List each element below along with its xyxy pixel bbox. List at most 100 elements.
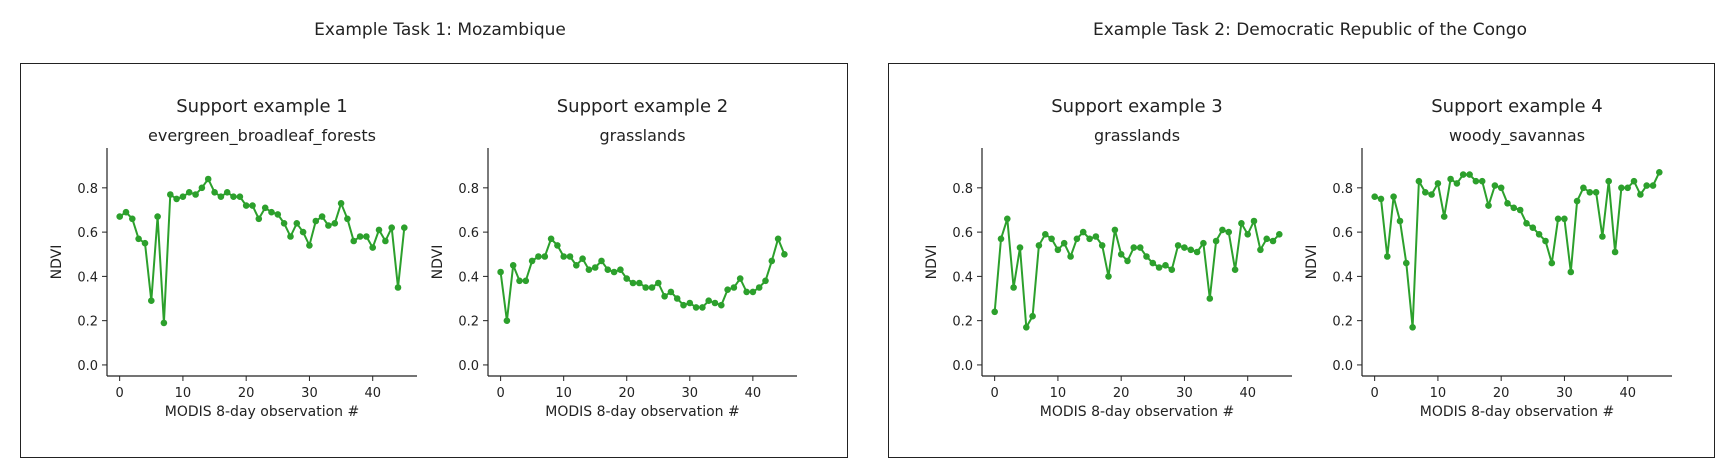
chart-1-x-tick-label: 20 [238,386,255,401]
chart-4-point [1403,259,1410,267]
chart-4-point [1554,215,1562,223]
chart-4-point [1592,189,1600,196]
chart-1-y-tick-label: 0.8 [77,182,98,197]
chart-2-point [516,277,523,285]
chart-3-x-tick-label: 40 [1239,386,1256,401]
chart-1-x-tick-label: 10 [175,386,192,401]
chart-2-series-line [499,235,786,321]
chart-2-point [718,301,725,309]
chart-1-point [122,208,130,216]
chart-2-point [724,286,731,294]
chart-1-point [388,224,396,231]
chart-1-series-line [119,177,406,323]
chart-3-point [1276,231,1283,238]
chart-3-point [1067,253,1074,260]
chart-3-point [1162,262,1169,269]
chart-2-point [762,277,769,285]
chart-3-point [1124,257,1131,265]
chart-2-point [610,268,618,276]
chart-1-point [167,191,174,198]
chart-4-point [1428,191,1435,198]
chart-1-y-tick-label: 0.2 [77,315,98,330]
chart-2-title: Support example 2 [557,96,729,117]
chart-4-x-tick-label: 0 [1371,386,1379,401]
chart-3-point [1098,242,1106,249]
chart-1-point [280,220,288,227]
chart-4-point [1586,189,1594,196]
chart-2-x-label: MODIS 8-day observation # [545,404,739,420]
chart-2-point [686,299,694,307]
chart-1-point [154,213,161,220]
chart-2-point [755,284,763,291]
chart-1-x-label: MODIS 8-day observation # [165,404,359,420]
chart-1-x-tick-label: 40 [364,386,381,401]
chart-2-point [667,288,675,296]
chart-2-x-tick-label: 10 [555,386,572,401]
chart-3-point [1136,244,1144,251]
chart-2-y-tick-label: 0.8 [458,182,479,197]
chart-1-point [369,244,377,251]
chart-1-point [192,191,199,198]
chart-4-y-tick-label: 0.6 [1332,226,1353,241]
chart-4-point [1535,231,1543,238]
chart-4-point [1472,177,1480,185]
chart-1-point [274,211,282,218]
chart-3-point [1035,242,1043,249]
chart-3-point [1079,228,1087,236]
chart-4-point [1497,184,1505,192]
chart-3-point [1073,235,1081,243]
chart-3-point [1042,231,1049,238]
task-1-title: Example Task 1: Mozambique [314,20,566,40]
chart-3-point [1149,259,1157,267]
chart-2-x-tick-label: 0 [496,386,504,401]
chart-2-point [636,279,643,287]
chart-1-point [350,237,358,245]
chart-2-y-tick-label: 0.6 [458,226,479,241]
chart-3-point [1048,235,1055,243]
chart-1-subtitle: evergreen_broadleaf_forests [148,126,376,146]
chart-2-point [503,317,511,325]
chart-2-y-tick-label: 0.4 [458,270,479,285]
chart-4-point [1523,220,1530,227]
chart-4-point [1485,202,1492,209]
chart-4-point [1396,217,1404,225]
chart-1-point [299,228,307,236]
chart-4-y-tick-label: 0.2 [1332,315,1353,330]
chart-2-point [781,251,788,258]
chart-3-point [1155,264,1163,271]
chart-3-point [991,308,998,316]
chart-1-point [204,175,212,183]
chart-1-point [236,193,244,200]
chart-3-point [1174,242,1182,249]
chart-2-point [743,288,750,296]
chart-2-point [560,253,567,260]
chart-2-point [768,257,776,265]
chart-3-point [1263,235,1270,243]
chart-2-point [535,253,542,260]
chart-4-point [1643,182,1650,189]
chart-4-point [1548,259,1556,267]
chart-2-point [661,293,668,300]
chart-3-point [1117,251,1125,258]
chart-4-point [1390,193,1397,200]
chart-2-point [566,253,574,260]
chart-3-point [1060,239,1068,247]
chart-4-point [1434,180,1442,187]
chart-1-title: Support example 1 [176,96,348,117]
chart-2-x-tick-label: 30 [682,386,699,401]
chart-4-point [1409,324,1416,331]
chart-2-subtitle: grasslands [599,126,685,145]
chart-4-y-tick-label: 0.8 [1332,182,1353,197]
chart-1-point [141,239,149,247]
chart-4-point [1605,177,1612,185]
chart-3-point [1016,244,1024,251]
chart-4-point [1371,193,1378,200]
chart-3-point [1244,231,1251,238]
chart-4-point [1504,200,1511,207]
chart-1-point [287,233,294,240]
chart-2-point [642,284,649,291]
chart-1-point [312,217,320,225]
chart-4-point [1516,206,1524,214]
chart-4-point [1466,171,1473,178]
chart-4-x-tick-label: 20 [1493,386,1510,401]
